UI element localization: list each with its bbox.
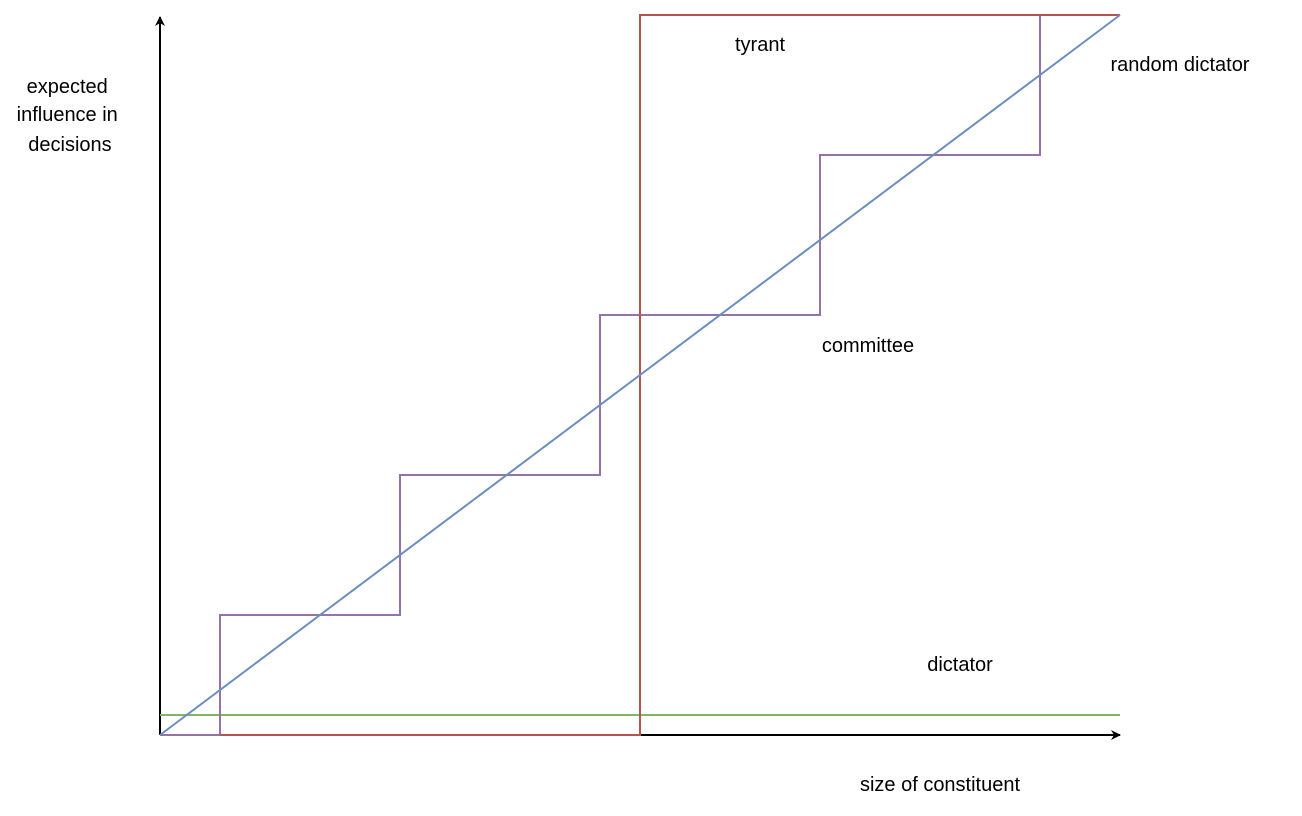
random-dictator-curve	[159, 14, 1121, 736]
y-axis-label-line-3: decisions	[28, 134, 111, 156]
dictator-label: dictator	[927, 654, 993, 676]
y-axis-label-line-1: expected	[27, 76, 108, 98]
committee-curve	[160, 14, 1120, 736]
y-axis-label-line-2: influence in	[17, 104, 118, 126]
y-axis-label: expected influence in decisions	[17, 76, 124, 156]
tyrant-curve	[220, 14, 1120, 736]
random-dictator-label: random dictator	[1111, 54, 1250, 76]
tyrant-label: tyrant	[735, 34, 785, 56]
x-axis-label: size of constituent	[860, 774, 1021, 796]
committee-label: committee	[822, 335, 914, 357]
